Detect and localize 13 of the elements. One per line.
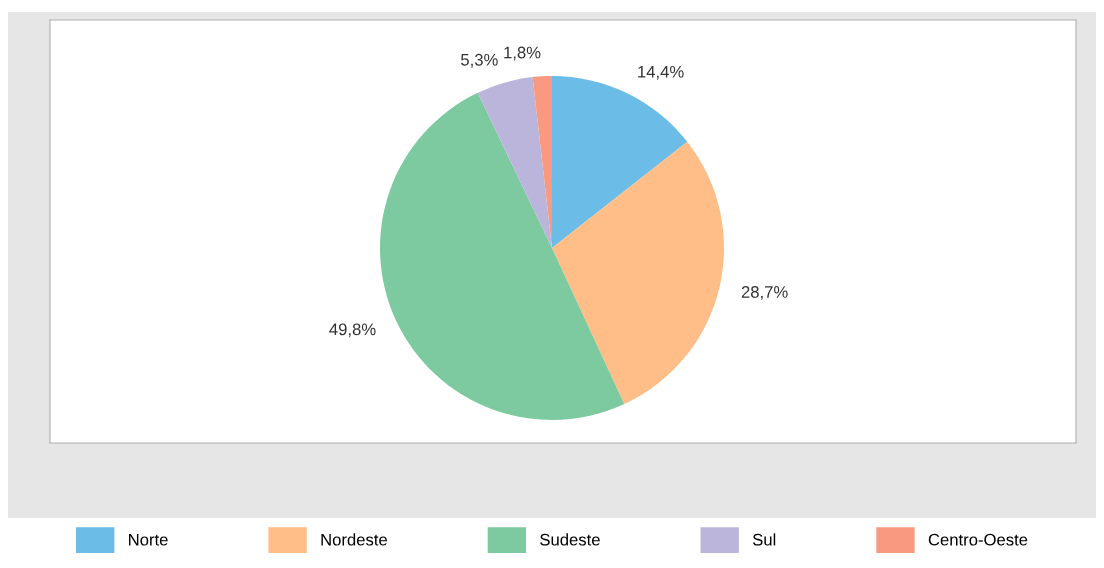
legend-label: Nordeste — [321, 533, 387, 546]
legend-label: Norte — [129, 533, 168, 546]
pie-slice — [380, 92, 625, 420]
data-label: 5,3% — [461, 53, 498, 68]
pie-slice — [552, 141, 724, 405]
data-label: 1,8% — [504, 46, 541, 61]
data-label: 28,7% — [741, 286, 788, 300]
legend-label: Centro-Oeste — [928, 533, 1028, 546]
data-label: 14,4% — [638, 65, 684, 80]
pie-slice — [477, 77, 552, 248]
legend-label: Sudeste — [540, 533, 600, 546]
legend-label: Sul — [752, 533, 776, 546]
data-label: 49,8% — [329, 323, 376, 338]
